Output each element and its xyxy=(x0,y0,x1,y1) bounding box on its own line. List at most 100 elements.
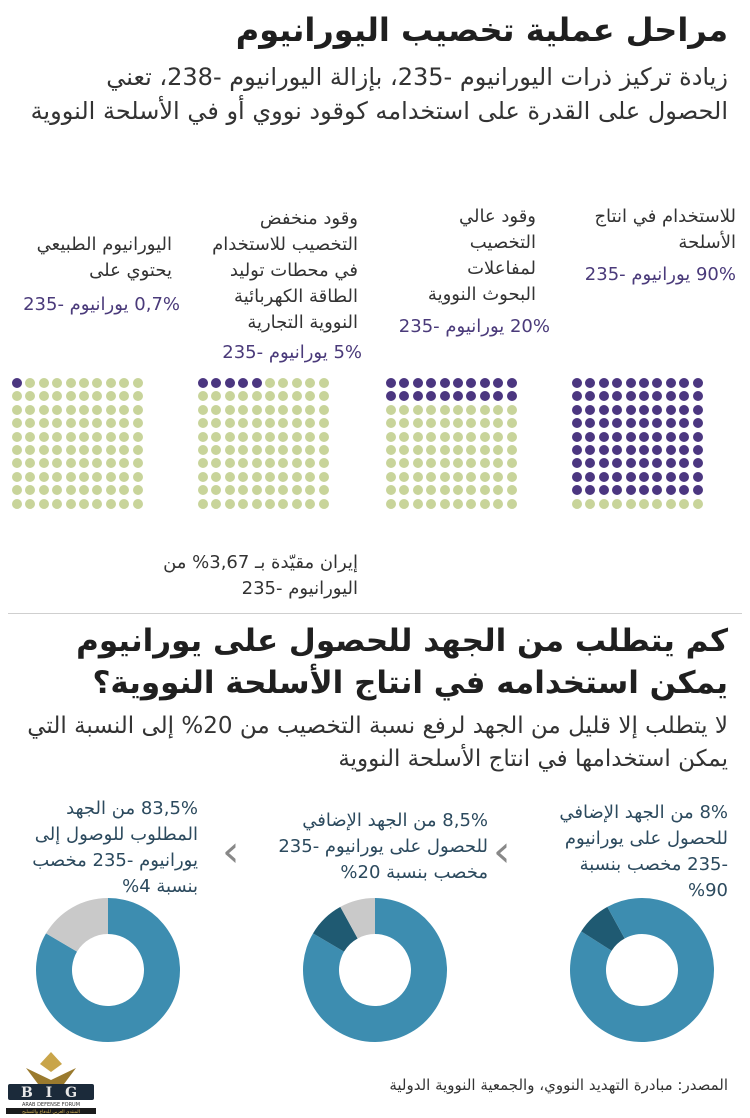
dot xyxy=(105,378,116,388)
dot xyxy=(452,431,463,442)
column-label-research: وقود عالي التخصيب لمفاعلات البحوث النووي… xyxy=(427,206,536,305)
dot xyxy=(38,498,49,509)
dot xyxy=(679,391,690,402)
dot xyxy=(12,458,22,469)
dot xyxy=(638,485,649,496)
dot xyxy=(479,378,490,388)
dot xyxy=(612,485,623,496)
dot xyxy=(198,404,208,415)
dot xyxy=(318,404,329,415)
dot xyxy=(652,404,663,415)
dot xyxy=(25,431,36,442)
dot xyxy=(198,391,208,402)
dot xyxy=(105,404,116,415)
forum-logo: B I G ARAB DEFENSE FORUM المنتدى العربي … xyxy=(6,1052,96,1114)
dot xyxy=(291,378,302,388)
dot xyxy=(318,391,329,402)
dot xyxy=(479,418,490,429)
dot xyxy=(224,485,235,496)
dot xyxy=(598,458,609,469)
dot xyxy=(92,444,103,455)
dot xyxy=(25,498,36,509)
dot xyxy=(25,418,36,429)
iran-limit-note: إيران مقيّدة بـ 3,67% من اليورانيوم -235 xyxy=(163,552,358,599)
dot xyxy=(506,391,517,402)
dot xyxy=(506,431,517,442)
dot xyxy=(598,485,609,496)
dot xyxy=(291,404,302,415)
dot xyxy=(692,378,703,388)
dot xyxy=(692,444,703,455)
dot xyxy=(598,498,609,509)
dot xyxy=(493,431,504,442)
dot xyxy=(625,431,636,442)
dot xyxy=(78,431,89,442)
dot xyxy=(318,418,329,429)
dot xyxy=(65,378,76,388)
dot xyxy=(452,471,463,482)
dot xyxy=(65,498,76,509)
dot xyxy=(665,378,676,388)
dot xyxy=(452,391,463,402)
dot xyxy=(291,485,302,496)
dot xyxy=(412,418,423,429)
dot xyxy=(52,498,63,509)
dot xyxy=(305,498,316,509)
donut-segment xyxy=(303,898,447,1042)
dot xyxy=(386,485,396,496)
dot xyxy=(612,391,623,402)
donut-segment xyxy=(607,898,642,939)
dot xyxy=(493,458,504,469)
dot xyxy=(132,458,143,469)
dot xyxy=(426,431,437,442)
dot xyxy=(506,471,517,482)
dot xyxy=(665,498,676,509)
dot xyxy=(224,431,235,442)
dot xyxy=(652,418,663,429)
dot xyxy=(466,458,477,469)
dot xyxy=(572,404,582,415)
dot xyxy=(238,378,249,388)
dot xyxy=(25,444,36,455)
dot xyxy=(224,391,235,402)
dot xyxy=(65,485,76,496)
dot xyxy=(665,418,676,429)
dot xyxy=(105,498,116,509)
dot xyxy=(452,418,463,429)
dot xyxy=(493,471,504,482)
dot xyxy=(692,391,703,402)
dot xyxy=(52,378,63,388)
section-intro: لا يتطلب إلا قليل من الجهد لرفع نسبة الت… xyxy=(27,713,728,772)
dot xyxy=(238,485,249,496)
dot xyxy=(264,431,275,442)
dot xyxy=(598,444,609,455)
dot xyxy=(78,471,89,482)
dot xyxy=(493,498,504,509)
dot xyxy=(38,418,49,429)
dot xyxy=(105,418,116,429)
dot xyxy=(692,404,703,415)
dot xyxy=(92,391,103,402)
dot xyxy=(119,378,130,388)
dot xyxy=(479,485,490,496)
dot xyxy=(251,418,262,429)
dot xyxy=(105,391,116,402)
dot xyxy=(399,418,410,429)
dot xyxy=(305,471,316,482)
donut-segment xyxy=(570,898,714,1042)
dot xyxy=(119,471,130,482)
dot xyxy=(119,498,130,509)
dot xyxy=(479,471,490,482)
dot xyxy=(238,404,249,415)
dot xyxy=(211,485,222,496)
dot xyxy=(652,378,663,388)
dot xyxy=(305,444,316,455)
dot xyxy=(412,391,423,402)
dot xyxy=(652,458,663,469)
dot xyxy=(506,498,517,509)
dot xyxy=(52,391,63,402)
dot xyxy=(25,458,36,469)
column-pct-natural: 0,7% يورانيوم -235 xyxy=(23,294,180,315)
dot xyxy=(506,404,517,415)
dot xyxy=(679,485,690,496)
